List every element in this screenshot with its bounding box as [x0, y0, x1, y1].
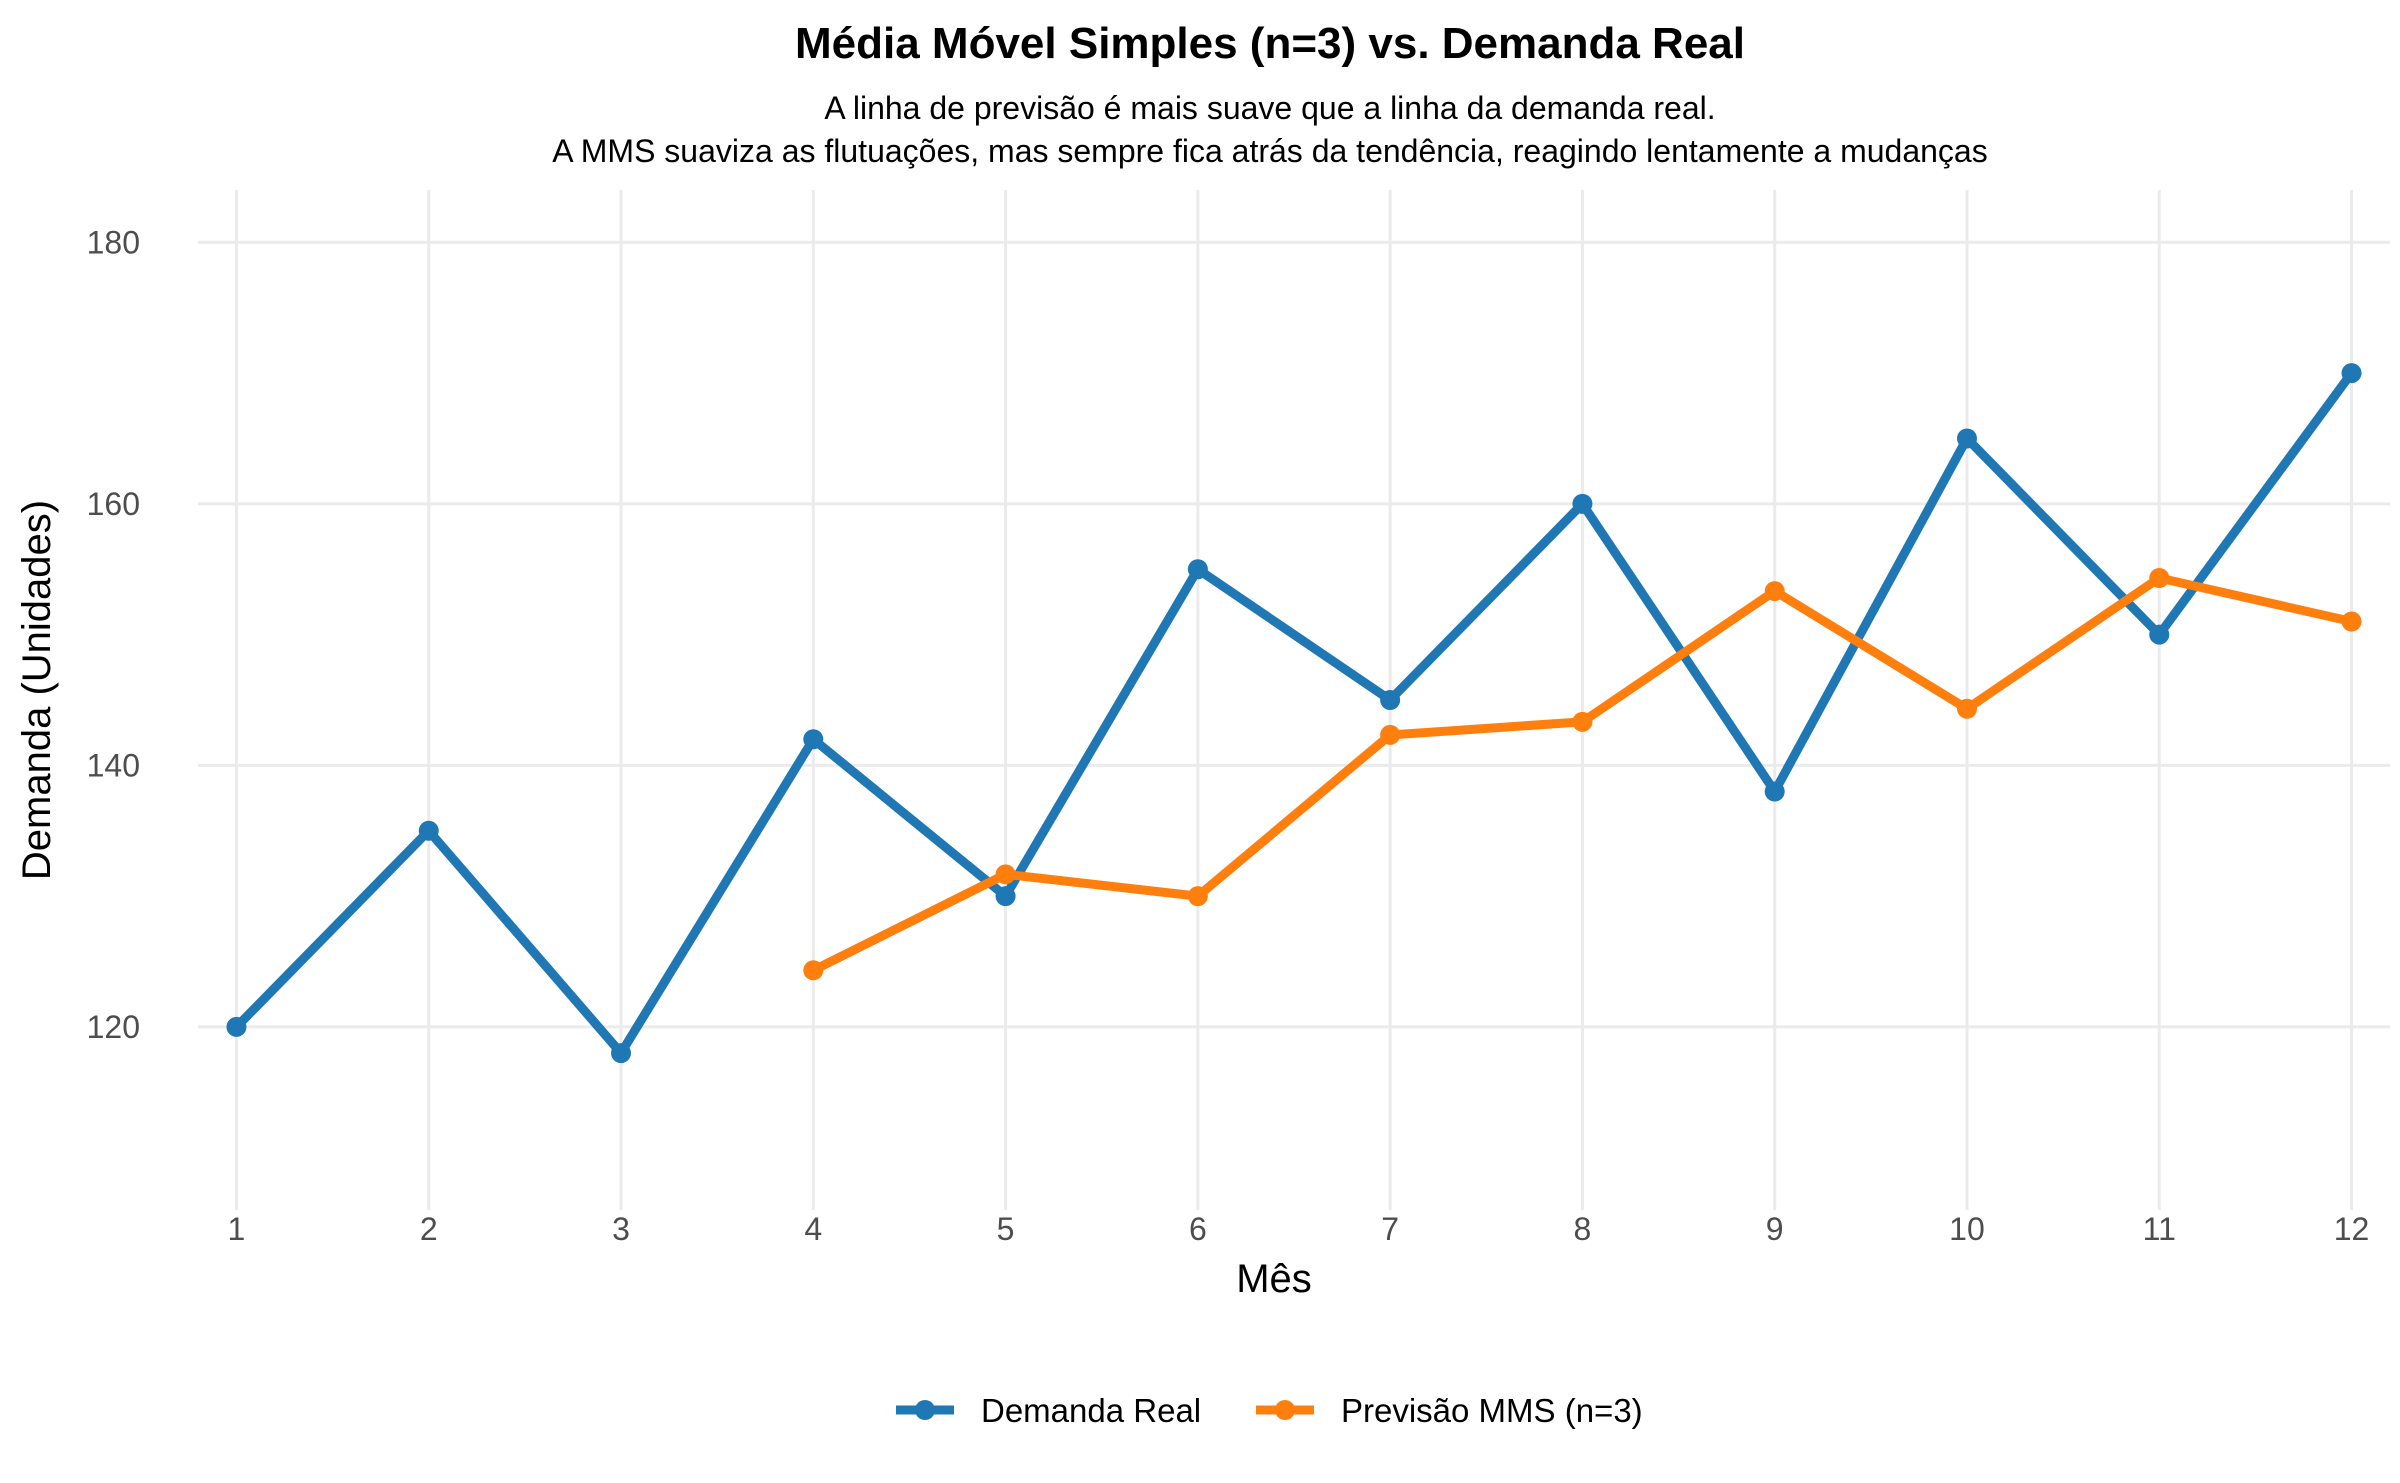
data-point — [1187, 559, 1208, 580]
x-tick-label: 12 — [2334, 1211, 2370, 1247]
data-point — [1764, 781, 1785, 802]
x-tick-label: 1 — [228, 1211, 246, 1247]
data-point — [803, 729, 824, 750]
legend-label: Previsão MMS (n=3) — [1341, 1392, 1643, 1429]
x-tick-label: 5 — [997, 1211, 1015, 1247]
x-tick-label: 9 — [1766, 1211, 1784, 1247]
data-point — [226, 1016, 247, 1037]
x-tick-label: 4 — [804, 1211, 822, 1247]
data-point — [2341, 611, 2362, 632]
series-2 — [803, 567, 2362, 981]
data-point — [1956, 698, 1977, 719]
legend: Demanda Real Previsão MMS (n=3) — [896, 1392, 1643, 1429]
series-layer — [226, 363, 2362, 1064]
x-axis-title: Mês — [1236, 1257, 1312, 1301]
legend-item: Previsão MMS (n=3) — [1256, 1392, 1643, 1429]
x-tick-label: 6 — [1189, 1211, 1207, 1247]
x-tick-label: 2 — [420, 1211, 438, 1247]
data-point — [2149, 624, 2170, 645]
y-tick-label: 140 — [87, 747, 140, 783]
data-point — [611, 1043, 632, 1064]
data-point — [1764, 581, 1785, 602]
data-point — [1380, 724, 1401, 745]
data-point — [995, 864, 1016, 885]
y-axis-ticks: 120 140 160 180 — [87, 224, 140, 1045]
y-tick-label: 120 — [87, 1009, 140, 1045]
data-point — [1956, 428, 1977, 449]
data-point — [1187, 886, 1208, 907]
x-tick-label: 11 — [2143, 1211, 2176, 1247]
data-point — [418, 820, 439, 841]
grid — [198, 190, 2390, 1210]
legend-key-point — [1275, 1400, 1295, 1420]
data-point — [1572, 493, 1593, 514]
y-axis-title: Demanda (Unidades) — [15, 500, 59, 880]
data-point — [2149, 567, 2170, 588]
data-point — [1572, 711, 1593, 732]
data-point — [2341, 363, 2362, 384]
x-tick-label: 10 — [1949, 1211, 1985, 1247]
data-point — [803, 960, 824, 981]
chart-title: Média Móvel Simples (n=3) vs. Demanda Re… — [795, 19, 1745, 68]
chart-subtitle-line-2: A MMS suaviza as flutuações, mas sempre … — [552, 133, 1987, 169]
legend-item: Demanda Real — [896, 1392, 1201, 1429]
data-point — [995, 886, 1016, 907]
y-tick-label: 180 — [87, 224, 140, 260]
chart-subtitle-line-1: A linha de previsão é mais suave que a l… — [824, 90, 1715, 126]
y-tick-label: 160 — [87, 486, 140, 522]
series-1 — [226, 363, 2362, 1064]
legend-key-point — [915, 1400, 935, 1420]
legend-label: Demanda Real — [981, 1392, 1201, 1429]
x-tick-label: 8 — [1574, 1211, 1592, 1247]
x-axis-ticks: 1 2 3 4 5 6 7 8 9 10 11 12 — [228, 1211, 2370, 1247]
x-tick-label: 3 — [612, 1211, 630, 1247]
series-line — [231, 368, 2357, 1058]
data-point — [1380, 690, 1401, 710]
x-tick-label: 7 — [1381, 1211, 1399, 1247]
